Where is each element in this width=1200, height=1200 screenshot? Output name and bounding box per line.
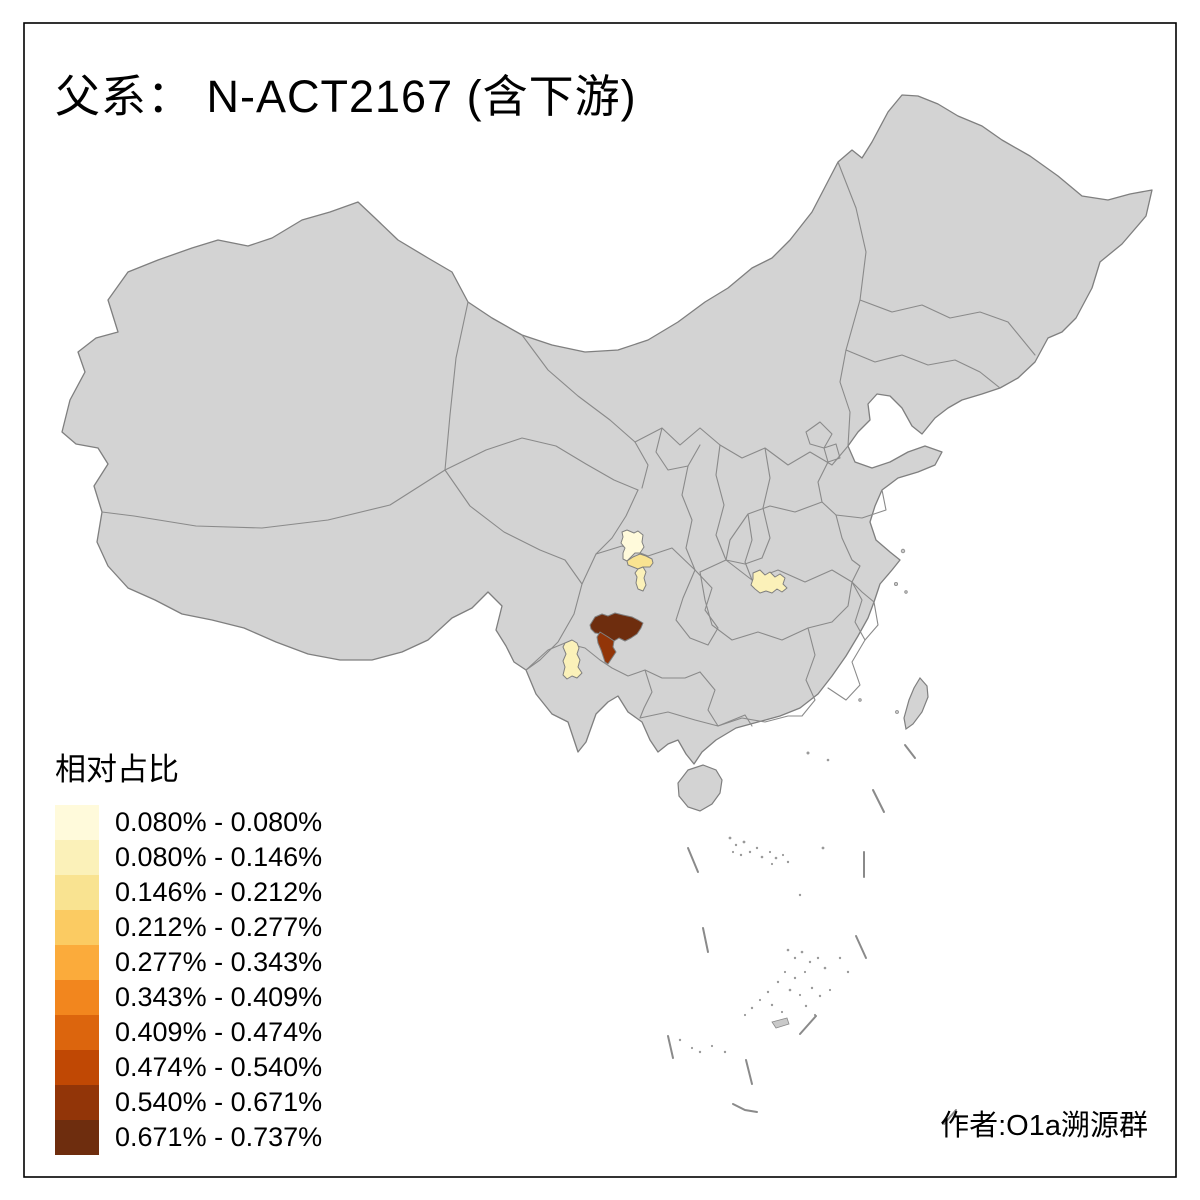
legend-label: 0.080% - 0.080%: [115, 807, 323, 837]
legend: 相对占比 0.080% - 0.080% 0.080% - 0.146% 0.146…: [55, 744, 322, 1155]
attribution-text: 作者:O1a溯源群: [940, 1110, 1148, 1142]
south-china-sea-islands: [678, 751, 850, 1054]
legend-swatch: [55, 1050, 99, 1085]
legend-swatch: [55, 1085, 99, 1120]
legend-swatch: [55, 875, 99, 910]
legend-row: 0.212% - 0.277%: [55, 910, 322, 945]
legend-label: 0.343% - 0.409%: [115, 982, 323, 1012]
legend-row: 0.474% - 0.540%: [55, 1050, 322, 1085]
province-borders: [101, 161, 1036, 727]
choropleth-region-3: [634, 566, 647, 592]
legend-rows: 0.080% - 0.080% 0.080% - 0.146% 0.146% - 0…: [55, 805, 322, 1155]
coastal-islands: [858, 548, 908, 714]
choropleth-region-7: [750, 569, 788, 594]
legend-swatch: [55, 805, 99, 840]
legend-row: 0.146% - 0.212%: [55, 875, 322, 910]
legend-label: 0.277% - 0.343%: [115, 947, 323, 977]
choropleth-region-2: [626, 553, 654, 570]
legend-row: 0.540% - 0.671%: [55, 1085, 322, 1120]
legend-swatch: [55, 1120, 99, 1155]
legend-row: 0.080% - 0.146%: [55, 840, 322, 875]
legend-label: 0.540% - 0.671%: [115, 1087, 323, 1117]
legend-label: 0.474% - 0.540%: [115, 1052, 323, 1082]
legend-swatch: [55, 840, 99, 875]
legend-label: 0.409% - 0.474%: [115, 1017, 323, 1047]
taiwan-island: [903, 676, 929, 731]
choropleth-region-5: [596, 631, 617, 665]
hainan-island: [677, 764, 723, 812]
legend-swatch: [55, 980, 99, 1015]
legend-label: 0.671% - 0.737%: [115, 1122, 323, 1152]
legend-label: 0.212% - 0.277%: [115, 912, 323, 942]
legend-row: 0.277% - 0.343%: [55, 945, 322, 980]
legend-label: 0.080% - 0.146%: [115, 842, 323, 872]
legend-row: 0.409% - 0.474%: [55, 1015, 322, 1050]
legend-swatch: [55, 1015, 99, 1050]
legend-row: 0.080% - 0.080%: [55, 805, 322, 840]
nine-dash-line: [667, 744, 957, 1125]
legend-title: 相对占比: [55, 752, 179, 787]
legend-row: 0.671% - 0.737%: [55, 1120, 322, 1155]
legend-swatch: [55, 945, 99, 980]
choropleth-region-6: [562, 639, 583, 680]
choropleth-region-1: [620, 529, 645, 562]
plot-frame: [23, 22, 1177, 1178]
legend-swatch: [55, 910, 99, 945]
map-title: 父系： N-ACT2167 (含下游): [55, 71, 637, 122]
china-mainland: [61, 94, 1153, 765]
legend-label: 0.146% - 0.212%: [115, 877, 323, 907]
legend-row: 0.343% - 0.409%: [55, 980, 322, 1015]
